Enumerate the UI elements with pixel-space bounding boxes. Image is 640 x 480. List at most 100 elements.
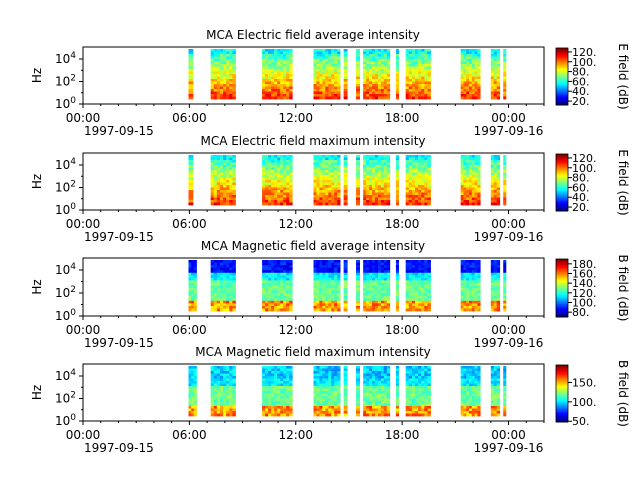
spectrogram-cell (477, 162, 481, 166)
spectrogram-cell (289, 157, 293, 161)
spectrogram-cell (477, 282, 481, 286)
spectrogram-cell (366, 408, 370, 412)
spectrogram-cell (193, 376, 197, 379)
spectrogram-cell (383, 157, 388, 161)
spectrogram-cell (289, 165, 293, 168)
spectrogram-cell (213, 49, 218, 52)
spectrogram-cell (460, 265, 464, 269)
spectrogram-cell (424, 368, 428, 372)
spectrogram-cell (328, 86, 332, 90)
spectrogram-cell (328, 295, 332, 299)
spectrogram-cell (424, 373, 428, 377)
spectrogram-cell (471, 74, 475, 77)
spectrogram-cell (374, 298, 379, 302)
colorbar-swatch (556, 303, 568, 306)
spectrogram-cell (232, 272, 236, 276)
spectrogram-cell (474, 177, 478, 181)
spectrogram-cell (229, 368, 233, 372)
spectrogram-cell (477, 51, 481, 55)
spectrogram-cell (471, 160, 475, 163)
spectrogram-cell (411, 185, 416, 188)
spectrogram-cell (322, 76, 326, 80)
spectrogram-cell (226, 172, 230, 176)
spectrogram-cell (415, 167, 419, 171)
spectrogram-cell (226, 197, 230, 201)
spectrogram-cell (377, 79, 382, 82)
spectrogram-cell (372, 300, 376, 304)
spectrogram-cell (383, 56, 388, 60)
spectrogram-cell (377, 84, 382, 87)
spectrogram-cell (427, 71, 431, 75)
spectrogram-cell (421, 56, 425, 60)
spectrogram-cell (328, 91, 332, 95)
spectrogram-cell (490, 74, 495, 77)
spectrogram-cell (411, 290, 416, 294)
spectrogram-cell (380, 413, 385, 417)
spectrogram-cell (313, 160, 317, 163)
spectrogram-cell (188, 182, 194, 186)
spectrogram-cell (280, 305, 284, 309)
spectrogram-cell (343, 175, 348, 178)
spectrogram-cell (411, 262, 416, 266)
spectrogram-cell (274, 86, 278, 90)
spectrogram-cell (232, 162, 236, 166)
spectrogram-cell (460, 366, 464, 369)
spectrogram-cell (471, 368, 475, 372)
spectrogram-cell (377, 197, 382, 201)
spectrogram-cell (337, 185, 341, 188)
spectrogram-cell (219, 91, 224, 95)
spectrogram-cell (343, 155, 348, 158)
spectrogram-cell (337, 202, 341, 206)
spectrogram-cell (418, 270, 422, 274)
spectrogram-cell (408, 262, 413, 266)
spectrogram-cell (395, 167, 400, 171)
spectrogram-cell (343, 165, 348, 168)
spectrogram-cell (262, 51, 266, 55)
spectrogram-cell (363, 305, 367, 309)
spectrogram-cell (477, 185, 481, 188)
spectrogram-cell (474, 162, 478, 166)
spectrogram-cell (369, 280, 373, 284)
colorbar-swatch (556, 286, 568, 289)
spectrogram-cell (363, 71, 367, 75)
spectrogram-cell (322, 406, 326, 409)
spectrogram-cell (386, 54, 391, 57)
y-tick-label: 100 (55, 202, 76, 217)
spectrogram-cell (322, 49, 326, 52)
spectrogram-cell (325, 49, 329, 52)
spectrogram-cell (460, 378, 464, 382)
spectrogram-cell (316, 282, 320, 286)
spectrogram-cell (383, 202, 388, 206)
spectrogram-cell (322, 175, 326, 178)
spectrogram-cell (474, 288, 478, 291)
spectrogram-cell (477, 170, 481, 173)
spectrogram-cell (219, 200, 224, 203)
spectrogram-cell (496, 195, 501, 198)
spectrogram-cell (226, 383, 230, 387)
spectrogram-cell (490, 155, 495, 158)
spectrogram-cell (366, 398, 370, 402)
spectrogram-cell (216, 406, 221, 409)
spectrogram-cell (474, 195, 478, 198)
spectrogram-cell (415, 371, 419, 374)
spectrogram-cell (463, 190, 467, 193)
spectrogram-cell (477, 160, 481, 163)
spectrogram-cell (216, 277, 221, 281)
spectrogram-cell (386, 403, 391, 407)
spectrogram-cell (408, 51, 413, 55)
spectrogram-cell (188, 277, 192, 281)
spectrogram-cell (411, 376, 416, 379)
spectrogram-cell (493, 308, 498, 312)
spectrogram-cell (226, 267, 230, 271)
spectrogram-cell (366, 383, 370, 387)
spectrogram-cell (405, 298, 410, 302)
spectrogram-cell (460, 290, 464, 294)
x-date-label-start: 1997-09-15 (84, 336, 154, 350)
spectrogram-cell (283, 202, 287, 206)
spectrogram-cell (421, 64, 425, 67)
spectrogram-cell (283, 403, 287, 407)
spectrogram-cell (271, 175, 275, 178)
spectrogram-cell (334, 91, 338, 95)
spectrogram-cell (316, 413, 320, 417)
spectrogram-cell (493, 61, 498, 65)
